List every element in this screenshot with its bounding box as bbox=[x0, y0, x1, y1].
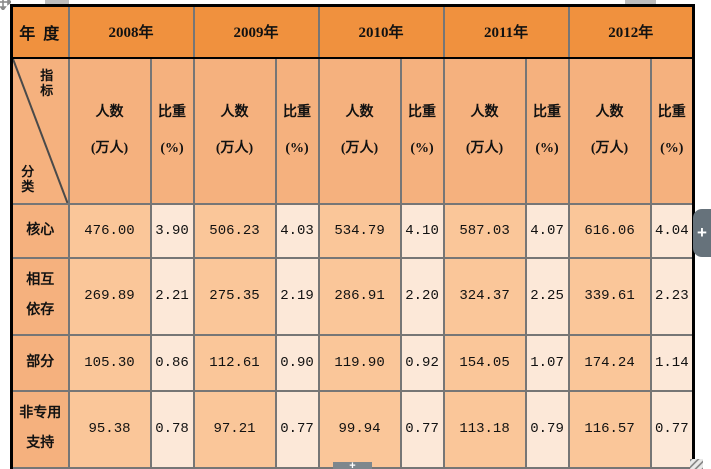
data-cell: 105.30 bbox=[67, 333, 152, 392]
data-cell: 476.00 bbox=[67, 202, 152, 259]
col-header-bizhong: 比重 (%) bbox=[274, 56, 320, 205]
table-row-xianghuyicun: 相互 依存 269.89 2.21 275.35 2.19 286.91 2.2… bbox=[10, 256, 695, 336]
data-cell: 99.94 bbox=[317, 389, 402, 469]
row-label: 非专用 支持 bbox=[10, 389, 70, 469]
data-cell: 991.40 bbox=[192, 466, 277, 469]
data-cell: 0.77 bbox=[274, 389, 320, 469]
data-cell: 2.20 bbox=[399, 256, 445, 336]
data-cell: 116.57 bbox=[567, 389, 652, 469]
table-resize-handle-icon[interactable] bbox=[690, 459, 703, 469]
diagonal-header-cell: 指标 分类 bbox=[10, 56, 70, 205]
col-header-renshu: 人数 (万人) bbox=[317, 56, 402, 205]
col-header-bizhong: 比重 (%) bbox=[149, 56, 195, 205]
data-cell: 4.10 bbox=[399, 202, 445, 259]
data-cell: 506.23 bbox=[192, 202, 277, 259]
data-cell: 7.98 bbox=[399, 466, 445, 469]
data-cell: 324.37 bbox=[442, 256, 527, 336]
data-cell: 0.79 bbox=[524, 389, 570, 469]
data-cell: 7.89 bbox=[274, 466, 320, 469]
data-cell: 3.90 bbox=[149, 202, 195, 259]
scroll-right-plus-button[interactable]: + bbox=[693, 209, 711, 257]
data-cell: 0.90 bbox=[274, 333, 320, 392]
data-cell: 113.18 bbox=[442, 389, 527, 469]
year-header-row: 年 度 2008年 2009年 2010年 2011年 2012年 bbox=[10, 4, 695, 59]
year-cell-2008: 2008年 bbox=[67, 4, 195, 59]
col-header-renshu: 人数 (万人) bbox=[192, 56, 277, 205]
data-cell: 1.07 bbox=[524, 333, 570, 392]
data-cell: 97.21 bbox=[192, 389, 277, 469]
row-label: 部分 bbox=[10, 333, 70, 392]
row-label: 核心 bbox=[10, 202, 70, 259]
col-header-bizhong: 比重 (%) bbox=[399, 56, 445, 205]
scroll-bottom-plus-button[interactable]: + bbox=[333, 460, 372, 469]
data-cell: 4.04 bbox=[649, 202, 695, 259]
table-row-hexin: 核心 476.00 3.90 506.23 4.03 534.79 4.10 5… bbox=[10, 202, 695, 259]
data-cell: 7.76 bbox=[149, 466, 195, 469]
data-cell: 95.38 bbox=[67, 389, 152, 469]
data-cell: 534.79 bbox=[317, 202, 402, 259]
data-cell: 0.77 bbox=[399, 389, 445, 469]
year-cell-2010: 2010年 bbox=[317, 4, 445, 59]
data-cell: 286.91 bbox=[317, 256, 402, 336]
data-cell: 8.18 bbox=[524, 466, 570, 469]
data-cell: 0.77 bbox=[649, 389, 695, 469]
data-cell: 616.06 bbox=[567, 202, 652, 259]
data-cell: 269.89 bbox=[67, 256, 152, 336]
data-cell: 946.57 bbox=[67, 466, 152, 469]
statistics-table: 年 度 2008年 2009年 2010年 2011年 2012年 指标 分类 … bbox=[10, 4, 696, 469]
subheader-row: 指标 分类 人数 (万人) 比重 (%) 人数 (万人) 比重 (%) 人数 (… bbox=[10, 56, 695, 205]
diagonal-label-zhibiao: 指标 bbox=[40, 67, 54, 98]
year-cell-2011: 2011年 bbox=[442, 4, 570, 59]
data-cell: 4.03 bbox=[274, 202, 320, 259]
col-header-bizhong: 比重 (%) bbox=[524, 56, 570, 205]
data-cell: 2.23 bbox=[649, 256, 695, 336]
table-move-handle-icon[interactable] bbox=[0, 0, 11, 10]
data-cell: 112.61 bbox=[192, 333, 277, 392]
data-cell: 0.86 bbox=[149, 333, 195, 392]
plus-icon: + bbox=[697, 223, 707, 242]
data-cell: 1.14 bbox=[649, 333, 695, 392]
data-cell: 2.19 bbox=[274, 256, 320, 336]
data-cell: 0.92 bbox=[399, 333, 445, 392]
data-cell: 1178.63 bbox=[442, 466, 527, 469]
col-header-renshu: 人数 (万人) bbox=[567, 56, 652, 205]
data-cell: 119.90 bbox=[317, 333, 402, 392]
data-cell: 339.61 bbox=[567, 256, 652, 336]
year-cell-2012: 2012年 bbox=[567, 4, 695, 59]
row-label: 合计 bbox=[10, 466, 70, 469]
diagonal-line bbox=[13, 59, 68, 203]
data-cell: 174.24 bbox=[567, 333, 652, 392]
row-label: 相互 依存 bbox=[10, 256, 70, 336]
data-cell: 1246.48 bbox=[567, 466, 652, 469]
data-cell: 275.35 bbox=[192, 256, 277, 336]
table-row-bufen: 部分 105.30 0.86 112.61 0.90 119.90 0.92 1… bbox=[10, 333, 695, 392]
corner-year-cell: 年 度 bbox=[10, 4, 70, 59]
data-cell: 154.05 bbox=[442, 333, 527, 392]
year-cell-2009: 2009年 bbox=[192, 4, 320, 59]
col-header-renshu: 人数 (万人) bbox=[67, 56, 152, 205]
data-cell: 4.07 bbox=[524, 202, 570, 259]
diagonal-label-fenlei: 分类 bbox=[21, 163, 35, 194]
plus-icon: + bbox=[349, 460, 356, 469]
data-cell: 2.21 bbox=[149, 256, 195, 336]
data-cell: 587.03 bbox=[442, 202, 527, 259]
col-header-bizhong: 比重 (%) bbox=[649, 56, 695, 205]
data-cell: 0.78 bbox=[149, 389, 195, 469]
table-row-feizhuanyongzhichi: 非专用 支持 95.38 0.78 97.21 0.77 99.94 0.77 … bbox=[10, 389, 695, 469]
col-header-renshu: 人数 (万人) bbox=[442, 56, 527, 205]
data-cell: 2.25 bbox=[524, 256, 570, 336]
